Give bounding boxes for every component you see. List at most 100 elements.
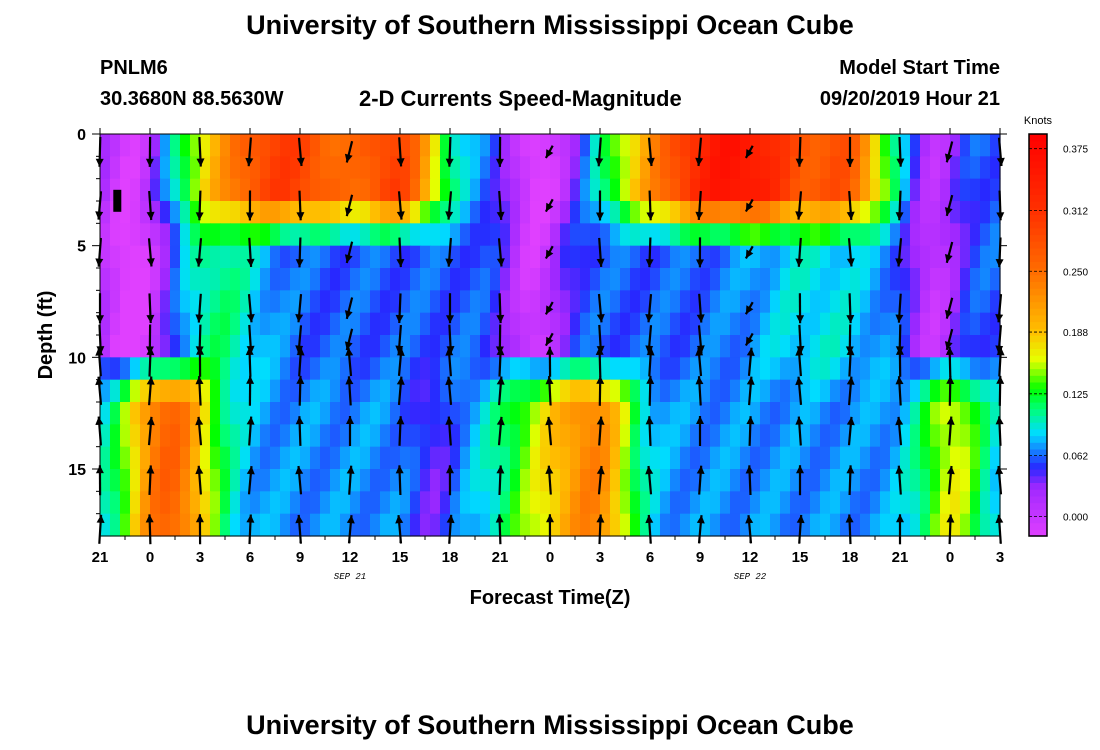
- heatmap-cell: [810, 290, 821, 314]
- heatmap-cell: [720, 223, 731, 247]
- current-arrow-head: [796, 315, 805, 324]
- heatmap-cell: [600, 424, 611, 448]
- current-arrow-head: [246, 514, 255, 523]
- heatmap-cell: [610, 513, 621, 537]
- heatmap-cell: [690, 201, 701, 224]
- current-arrow-head: [745, 249, 754, 259]
- heatmap-cell: [280, 245, 291, 269]
- heatmap-cell: [420, 201, 431, 224]
- heatmap-cell: [950, 156, 961, 180]
- heatmap-cell: [740, 446, 751, 470]
- heatmap-cell: [690, 268, 701, 291]
- heatmap-cell: [810, 335, 821, 358]
- heatmap-cell: [400, 223, 411, 247]
- heatmap-cell: [670, 268, 681, 291]
- current-arrow-head: [395, 345, 404, 354]
- heatmap-cell: [700, 424, 711, 448]
- heatmap-cell: [890, 245, 901, 269]
- heatmap-cell: [190, 335, 201, 358]
- heatmap-cell: [610, 491, 621, 515]
- current-arrow-head: [496, 465, 505, 474]
- x-date-label: SEP 21: [334, 572, 366, 582]
- heatmap-cell: [600, 402, 611, 425]
- heatmap-cell: [280, 156, 291, 180]
- heatmap-cell: [270, 357, 281, 381]
- heatmap-cell: [990, 268, 1001, 291]
- heatmap-cell: [970, 335, 981, 358]
- heatmap-cell: [750, 268, 761, 291]
- heatmap-cell: [190, 312, 201, 336]
- heatmap-cell: [290, 335, 301, 358]
- heatmap-cell: [660, 469, 671, 492]
- current-arrow-head: [545, 336, 554, 346]
- heatmap-cell: [700, 156, 711, 180]
- heatmap-cell: [830, 245, 841, 269]
- current-arrow-head: [746, 376, 755, 385]
- heatmap-cell: [940, 379, 951, 403]
- heatmap-cell: [970, 491, 981, 515]
- heatmap-cell: [360, 469, 371, 492]
- current-arrow-head: [496, 347, 505, 356]
- heatmap-cell: [760, 268, 771, 291]
- heatmap-cell: [290, 312, 301, 336]
- heatmap-cell: [630, 357, 641, 381]
- heatmap-cell: [610, 357, 621, 381]
- heatmap-cell: [700, 446, 711, 470]
- heatmap-cell: [380, 290, 391, 314]
- heatmap-cell: [550, 201, 561, 224]
- heatmap-cell: [470, 513, 481, 537]
- heatmap-cell: [770, 513, 781, 537]
- heatmap-cell: [400, 201, 411, 224]
- heatmap-cell: [830, 268, 841, 291]
- heatmap-cell: [580, 290, 591, 314]
- heatmap-cell: [100, 491, 111, 515]
- heatmap-cell: [790, 491, 801, 515]
- current-arrow-head: [746, 347, 755, 356]
- heatmap-cell: [300, 223, 311, 247]
- heatmap-cell: [500, 469, 511, 492]
- heatmap-cell: [140, 156, 151, 180]
- heatmap-cell: [360, 402, 371, 425]
- heatmap-cell: [980, 156, 991, 180]
- heatmap-cell: [360, 245, 371, 269]
- heatmap-cell: [440, 290, 451, 314]
- heatmap-cell: [560, 178, 571, 202]
- heatmap-cell: [470, 469, 481, 492]
- heatmap-cell: [360, 335, 371, 358]
- heatmap-cell: [420, 223, 431, 247]
- heatmap-cell: [960, 178, 971, 202]
- heatmap-cell: [920, 134, 931, 157]
- heatmap-cell: [880, 491, 891, 515]
- heatmap-cell: [860, 491, 871, 515]
- heatmap-cell: [670, 335, 681, 358]
- colorbar-swatch: [1029, 482, 1047, 490]
- heatmap-cell: [910, 357, 921, 381]
- heatmap-cell: [120, 290, 131, 314]
- heatmap-cell: [630, 379, 641, 403]
- colorbar-swatch: [1029, 234, 1047, 242]
- heatmap-cell: [460, 156, 471, 180]
- heatmap-cell: [340, 312, 351, 336]
- heatmap-cell: [540, 268, 551, 291]
- heatmap-cell: [250, 223, 261, 247]
- heatmap-cell: [520, 201, 531, 224]
- heatmap-cell: [820, 178, 831, 202]
- heatmap-cell: [710, 290, 721, 314]
- heatmap-cell: [580, 245, 591, 269]
- x-tick-label: 15: [392, 549, 409, 566]
- heatmap-cell: [960, 357, 971, 381]
- heatmap-cell: [800, 201, 811, 224]
- heatmap-cell: [590, 379, 601, 403]
- heatmap-cell: [210, 290, 221, 314]
- heatmap-cell: [220, 335, 231, 358]
- heatmap-cell: [790, 223, 801, 247]
- heatmap-cell: [590, 357, 601, 381]
- heatmap-cell: [750, 402, 761, 425]
- heatmap-cell: [940, 312, 951, 336]
- heatmap-cell: [300, 513, 311, 537]
- heatmap-cell: [410, 491, 421, 515]
- heatmap-cell: [170, 402, 181, 425]
- model-start-time: 09/20/2019 Hour 21: [819, 88, 1000, 110]
- heatmap-cell: [910, 491, 921, 515]
